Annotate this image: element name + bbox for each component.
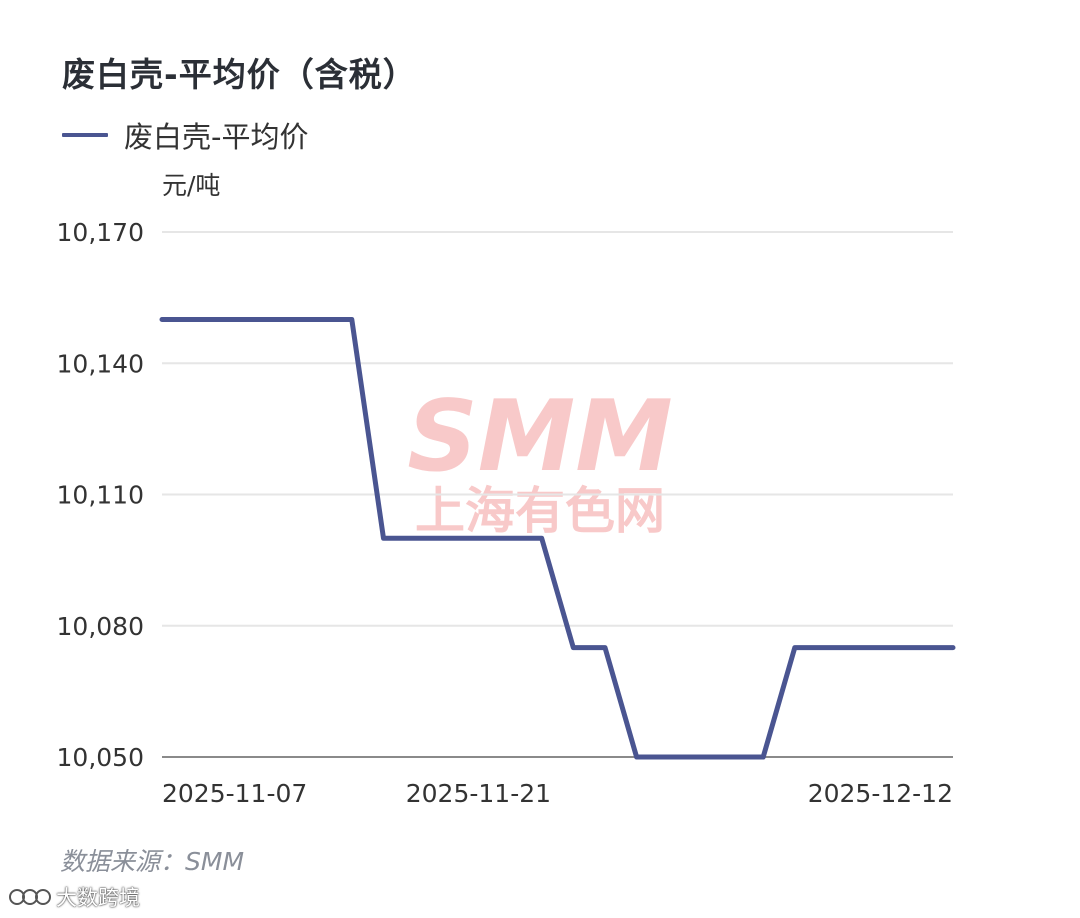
legend-label: 废白壳-平均价 <box>124 120 309 154</box>
grid <box>162 231 953 758</box>
x-axis-ticks: 2025-11-07 2025-11-21 2025-12-12 <box>162 779 953 808</box>
y-tick-label: 10,080 <box>57 612 144 641</box>
watermark-logo: SMM <box>407 380 673 494</box>
x-tick-label: 2025-11-21 <box>406 779 551 808</box>
chart-title: 废白壳-平均价（含税） <box>62 55 417 94</box>
legend: 废白壳-平均价 <box>62 114 308 156</box>
watermark-subtitle: 上海有色网 <box>415 482 665 540</box>
x-tick-label: 2025-11-07 <box>162 779 307 808</box>
corner-badge-label: 大数跨境 <box>56 886 140 910</box>
y-tick-label: 10,140 <box>57 349 144 378</box>
legend-line-swatch <box>62 133 108 137</box>
series-layer <box>159 317 956 760</box>
y-tick-label: 10,110 <box>57 481 144 510</box>
y-axis-unit: 元/吨 <box>162 171 220 200</box>
y-tick-label: 10,050 <box>57 743 144 772</box>
corner-badge: 大数跨境 <box>8 882 140 912</box>
x-tick-label: 2025-12-12 <box>808 779 953 808</box>
y-tick-label: 10,170 <box>57 218 144 247</box>
watermark: SMM 上海有色网 <box>407 380 673 540</box>
data-source: 数据来源：SMM <box>60 847 245 876</box>
badge-logo-icon <box>9 889 51 905</box>
y-axis-ticks: 10,050 10,080 10,110 10,140 10,170 <box>57 218 144 772</box>
series-line <box>159 317 956 760</box>
